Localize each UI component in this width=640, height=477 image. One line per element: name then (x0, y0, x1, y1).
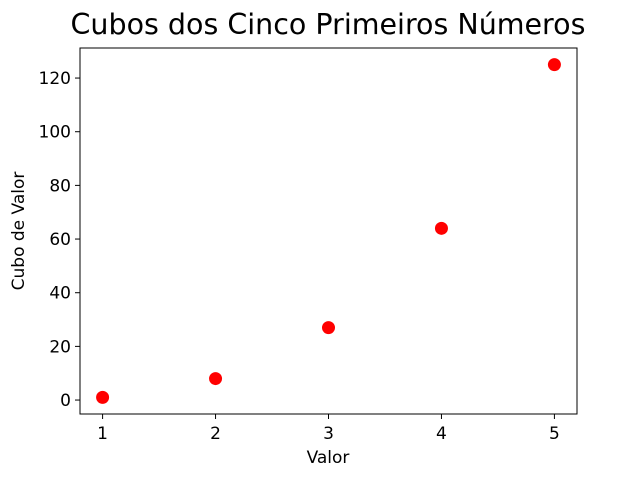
y-tick-label: 60 (49, 230, 71, 250)
y-tick-label: 100 (39, 123, 71, 143)
y-axis: 0 20 40 60 80 100 120 (39, 69, 80, 411)
data-point (547, 58, 561, 72)
y-tick-label: 120 (39, 69, 71, 89)
data-point (209, 372, 223, 386)
x-axis-label: Valor (307, 448, 350, 468)
y-tick-label: 0 (60, 391, 71, 411)
x-tick-label: 3 (323, 424, 334, 444)
x-axis: 1 2 3 4 5 (97, 414, 560, 444)
y-tick-label: 20 (49, 337, 71, 357)
data-point (434, 221, 448, 235)
data-points (96, 58, 561, 404)
x-tick-label: 2 (210, 424, 221, 444)
data-point (322, 321, 335, 335)
y-axis-label: Cubo de Valor (9, 172, 29, 291)
x-tick-label: 4 (436, 424, 447, 444)
plot-area: 1 2 3 4 5 0 20 40 60 80 100 120 (39, 47, 578, 444)
y-tick-label: 80 (49, 176, 71, 196)
x-tick-label: 1 (97, 424, 108, 444)
y-tick-label: 40 (49, 284, 71, 304)
chart-title: Cubos dos Cinco Primeiros Números (71, 8, 586, 41)
plot-frame (79, 47, 578, 415)
x-tick-label: 5 (549, 424, 560, 444)
data-point (96, 390, 110, 404)
